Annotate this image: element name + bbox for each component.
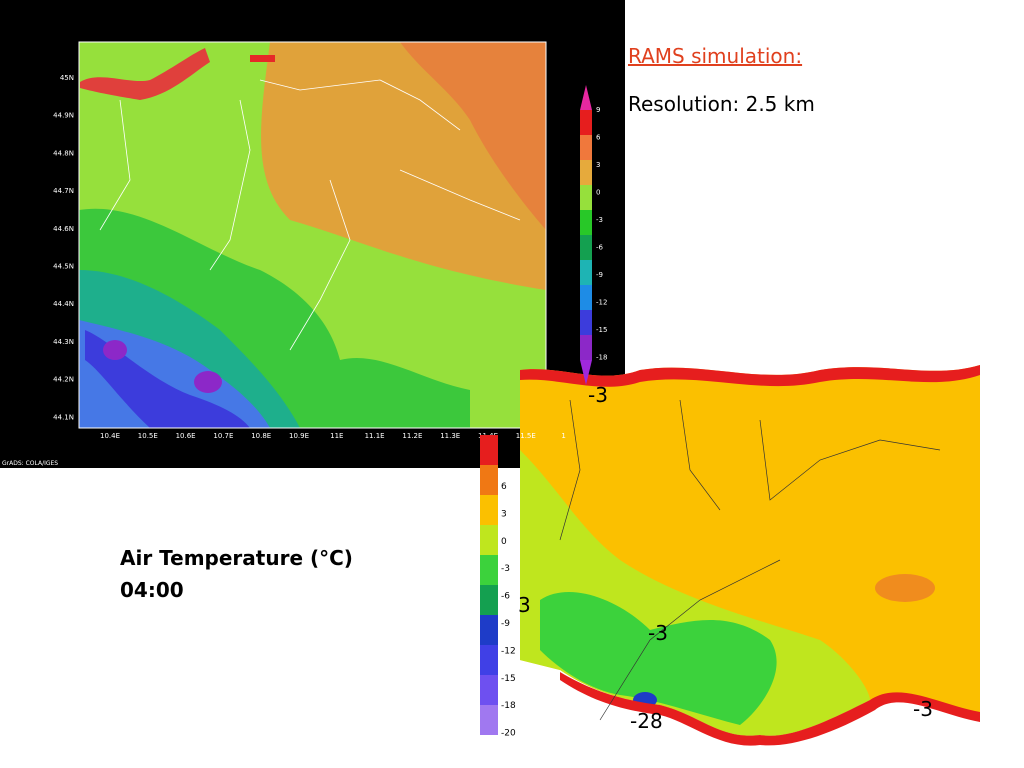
colorbar-segment bbox=[580, 235, 592, 260]
contour-label: -3 bbox=[648, 621, 668, 645]
colorbar-label: -18 bbox=[501, 701, 516, 711]
colorbar-segment bbox=[480, 585, 498, 615]
colorbar-segment bbox=[580, 335, 592, 360]
title: RAMS simulation: bbox=[628, 44, 803, 68]
colorbar-label: -3 bbox=[596, 216, 603, 224]
colorbar-label: 3 bbox=[501, 509, 507, 519]
colorbar-segment bbox=[580, 285, 592, 310]
lat-label: 45N bbox=[60, 74, 74, 82]
colorbar-tip bbox=[580, 85, 592, 110]
contour-label: 3 bbox=[518, 593, 531, 617]
colorbar-label: 3 bbox=[596, 161, 600, 169]
map2-field bbox=[520, 365, 980, 746]
lon-label: 10.9E bbox=[289, 432, 309, 440]
contour-label: -3 bbox=[913, 697, 933, 721]
lat-label: 44.6N bbox=[53, 225, 74, 233]
colorbar-segment bbox=[480, 555, 498, 585]
lon-label: 10.8E bbox=[251, 432, 271, 440]
credit: GrADS: COLA/IGES bbox=[2, 460, 58, 467]
colorbar-segment bbox=[480, 465, 498, 495]
subtitle: Resolution: 2.5 km bbox=[628, 92, 815, 116]
colorbar-segment bbox=[480, 615, 498, 645]
lat-label: 44.8N bbox=[53, 149, 74, 157]
caption: 04:00 bbox=[120, 578, 184, 602]
colorbar-label: -15 bbox=[501, 674, 516, 684]
colorbar-label: -3 bbox=[501, 564, 510, 574]
lat-label: 44.3N bbox=[53, 338, 74, 346]
contour-label: -28 bbox=[630, 709, 663, 733]
colorbar-label: 9 bbox=[596, 106, 600, 114]
lat-label: 44.9N bbox=[53, 112, 74, 120]
lat-label: 44.2N bbox=[53, 376, 74, 384]
colorbar-label: 0 bbox=[501, 537, 507, 547]
colorbar-segment bbox=[480, 705, 498, 735]
colorbar-label: -6 bbox=[596, 244, 604, 252]
colorbar-segment bbox=[480, 645, 498, 675]
lon-label: 10.5E bbox=[138, 432, 158, 440]
lat-label: 44.5N bbox=[53, 263, 74, 271]
colorbar-label: -9 bbox=[501, 619, 510, 629]
colorbar-label: -12 bbox=[501, 646, 516, 656]
lat-label: 44.4N bbox=[53, 300, 74, 308]
lon-label: 10.7E bbox=[213, 432, 233, 440]
lon-label: 11.5E bbox=[516, 432, 536, 440]
colorbar-segment bbox=[480, 675, 498, 705]
colorbar-tip bbox=[580, 360, 592, 385]
map1-field bbox=[78, 41, 547, 429]
lon-label: 11.3E bbox=[440, 432, 460, 440]
colorbar-segment bbox=[580, 210, 592, 235]
colorbar-label: -15 bbox=[596, 326, 607, 334]
colorbar-segment bbox=[480, 435, 498, 465]
lon-label: 11.1E bbox=[365, 432, 385, 440]
colorbar-segment bbox=[480, 525, 498, 555]
colorbar-segment bbox=[480, 495, 498, 525]
lon-label: 11.2E bbox=[402, 432, 422, 440]
colorbar-label: -20 bbox=[501, 729, 516, 739]
colorbar-label: -12 bbox=[596, 299, 607, 307]
colorbar-segment bbox=[580, 310, 592, 335]
colorbar-segment bbox=[580, 135, 592, 160]
colorbar-segment bbox=[580, 110, 592, 135]
contour-label: -3 bbox=[588, 383, 608, 407]
colorbar-segment bbox=[580, 160, 592, 185]
colorbar-label: 0 bbox=[596, 189, 600, 197]
lat-label: 44.1N bbox=[53, 413, 74, 421]
lon-label: 10.6E bbox=[176, 432, 196, 440]
caption: Air Temperature (°C) bbox=[120, 546, 353, 570]
colorbar-label: 6 bbox=[501, 482, 507, 492]
lon-label: 11E bbox=[330, 432, 343, 440]
colorbar-label: 6 bbox=[596, 134, 601, 142]
lon-label: 10.4E bbox=[100, 432, 120, 440]
colorbar-label: -9 bbox=[596, 271, 603, 279]
colorbar-label: -6 bbox=[501, 592, 510, 602]
colorbar-segment bbox=[580, 185, 592, 210]
colorbar-label: -18 bbox=[596, 354, 607, 362]
lat-label: 44.7N bbox=[53, 187, 74, 195]
lon-label: 1 bbox=[561, 432, 565, 440]
colorbar-segment bbox=[580, 260, 592, 285]
